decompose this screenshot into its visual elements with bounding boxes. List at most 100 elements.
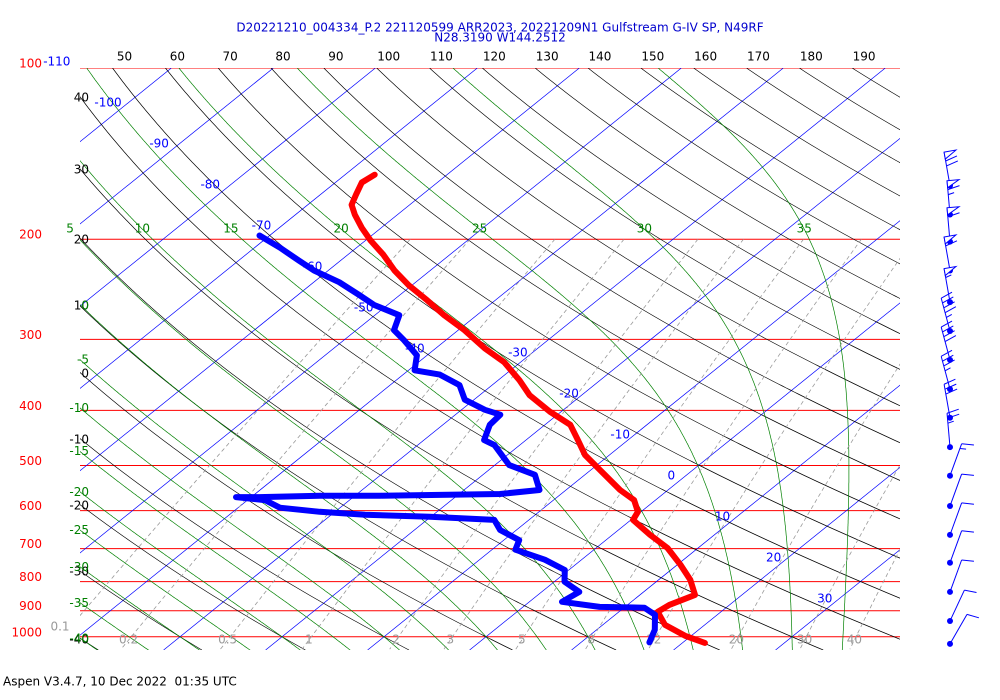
pressure-tick-label: 400 bbox=[19, 399, 42, 413]
wind-barb bbox=[949, 502, 974, 536]
isotherm-label: -90 bbox=[149, 137, 169, 151]
barb-full bbox=[943, 359, 955, 367]
dry-adiabat bbox=[80, 96, 900, 640]
plot-background bbox=[0, 68, 900, 650]
moist-adiabat-label: 35 bbox=[797, 222, 812, 236]
isotherm-label: -100 bbox=[94, 96, 121, 110]
mixing-ratio-line bbox=[80, 238, 411, 617]
dry-adiabat bbox=[80, 168, 824, 650]
dry-adiabat bbox=[80, 438, 410, 650]
barb-half bbox=[945, 274, 952, 278]
wind-barb bbox=[943, 265, 958, 303]
barb-full bbox=[947, 413, 960, 419]
dry-adiabat-label: 60 bbox=[170, 50, 185, 64]
plot-foreground: 1002003004005006007008009001000-110-100-… bbox=[11, 50, 980, 647]
dry-adiabat bbox=[323, 68, 900, 444]
barb-staff bbox=[940, 326, 951, 361]
barb-full bbox=[945, 240, 958, 247]
barb-full bbox=[940, 291, 953, 299]
mixing-ratio-line bbox=[443, 238, 744, 650]
barb-full bbox=[945, 155, 958, 162]
pressure-tick-label: 900 bbox=[19, 599, 42, 613]
moist-adiabat bbox=[657, 68, 850, 650]
isotherm bbox=[80, 68, 376, 307]
isotherm-label: 0 bbox=[668, 469, 676, 483]
dry-adiabat-label: 110 bbox=[430, 50, 453, 64]
isotherm bbox=[80, 68, 274, 225]
mixing-ratio-label: 30 bbox=[797, 633, 812, 647]
barb-flag bbox=[946, 178, 961, 189]
moist-adiabat-label: -10 bbox=[69, 401, 89, 415]
isotherm bbox=[80, 68, 580, 472]
moist-adiabat bbox=[178, 68, 694, 650]
barb-staff bbox=[949, 443, 963, 476]
pressure-tick-label: 200 bbox=[19, 228, 42, 242]
wind-barb bbox=[949, 559, 974, 593]
dry-adiabat-label: 190 bbox=[853, 50, 876, 64]
barb-full bbox=[942, 296, 954, 304]
dry-adiabat bbox=[80, 237, 720, 650]
moist-adiabat bbox=[80, 491, 301, 650]
moist-adiabat bbox=[80, 407, 400, 650]
moist-adiabat-label: 25 bbox=[472, 222, 487, 236]
barb-full bbox=[947, 185, 960, 191]
moist-adiabat-label: 5 bbox=[66, 222, 74, 236]
mixing-ratio-label: 8 bbox=[587, 633, 595, 647]
isotherm bbox=[80, 68, 682, 554]
barb-full bbox=[943, 301, 955, 309]
moist-adiabat bbox=[80, 239, 547, 650]
barb-staff bbox=[949, 559, 963, 593]
dry-adiabat-label: 30 bbox=[74, 163, 89, 177]
pressure-tick-label: 300 bbox=[19, 328, 42, 342]
wind-barb bbox=[949, 613, 980, 645]
dry-adiabat bbox=[693, 68, 900, 197]
dry-adiabat-label: 10 bbox=[74, 299, 89, 313]
isotherm bbox=[367, 220, 900, 650]
dry-adiabat bbox=[376, 68, 900, 407]
wind-barb bbox=[949, 530, 974, 563]
barb-half bbox=[947, 420, 954, 424]
isotherm-label: -20 bbox=[559, 387, 579, 401]
isotherm-label: -30 bbox=[508, 346, 528, 360]
isotherm bbox=[80, 68, 784, 636]
barb-full bbox=[944, 383, 957, 390]
dry-adiabat bbox=[851, 68, 900, 98]
dry-adiabat bbox=[112, 68, 900, 599]
moist-adiabat-label: 15 bbox=[223, 222, 238, 236]
barb-full bbox=[944, 335, 957, 342]
dry-adiabat-label: 150 bbox=[641, 50, 664, 64]
moist-adiabat bbox=[80, 529, 251, 650]
barb-half bbox=[946, 314, 953, 318]
mixing-ratio-line bbox=[515, 238, 804, 650]
barb-staff bbox=[940, 356, 951, 390]
barb-full bbox=[946, 160, 959, 167]
moist-adiabat bbox=[80, 566, 200, 650]
dry-adiabat-label: -10 bbox=[69, 433, 89, 447]
mixing-ratio-label: 0.2 bbox=[119, 633, 138, 647]
isotherm-label: 10 bbox=[715, 510, 730, 524]
isotherm bbox=[0, 68, 69, 650]
barb-full bbox=[944, 306, 957, 314]
dry-adiabat-label: -40 bbox=[69, 633, 89, 647]
dry-adiabat-label: 80 bbox=[275, 50, 290, 64]
moist-adiabat bbox=[80, 451, 351, 650]
isotherm bbox=[163, 68, 886, 650]
barb-full bbox=[943, 330, 955, 338]
moist-adiabat-label: -25 bbox=[69, 523, 89, 537]
barb-full bbox=[940, 320, 953, 328]
dry-adiabat bbox=[482, 68, 900, 335]
dry-adiabat bbox=[799, 68, 900, 131]
sounding-line bbox=[233, 232, 658, 646]
barb-flag bbox=[943, 149, 958, 160]
wind-barb bbox=[949, 473, 974, 507]
dry-adiabat-label: -20 bbox=[69, 499, 89, 513]
dry-adiabat bbox=[217, 68, 900, 520]
mixing-ratio-label: 20 bbox=[729, 633, 744, 647]
isotherm bbox=[80, 68, 478, 389]
dry-adiabat-label: 120 bbox=[483, 50, 506, 64]
moist-adiabat-label: 20 bbox=[333, 222, 348, 236]
barb-full bbox=[942, 354, 954, 362]
isotherm bbox=[571, 384, 900, 650]
